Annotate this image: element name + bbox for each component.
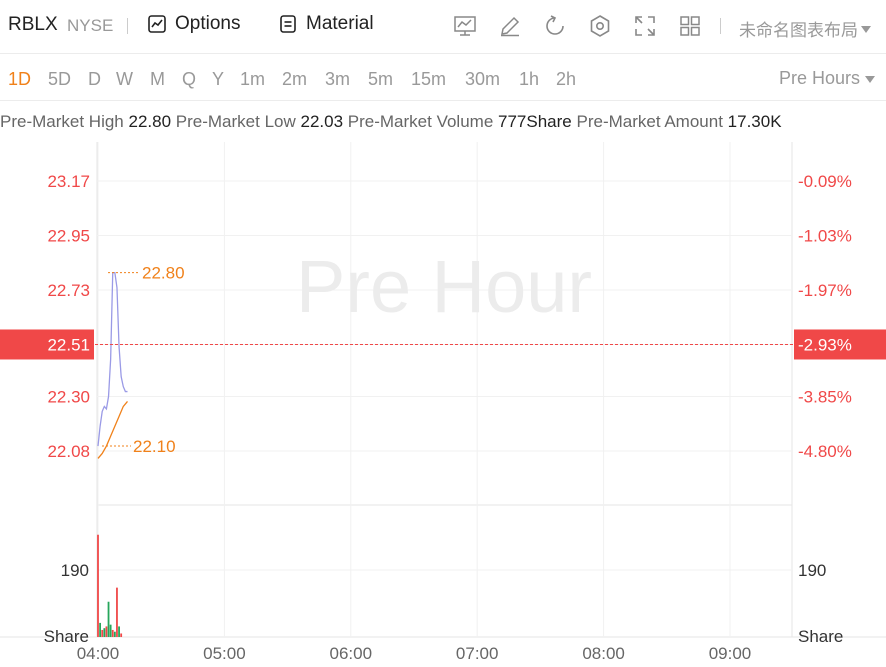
period-3m[interactable]: 3m bbox=[325, 69, 351, 89]
pct-tick-right: -4.80% bbox=[798, 442, 852, 461]
time-tick-label: 09:00 bbox=[709, 644, 752, 663]
options-chart-icon bbox=[148, 15, 166, 33]
period-d[interactable]: D bbox=[88, 69, 101, 89]
low-label: Pre-Market Low bbox=[175, 112, 296, 131]
options-button[interactable]: Options bbox=[147, 13, 240, 35]
price-tick-left: 22.30 bbox=[47, 388, 90, 407]
volume-bar bbox=[109, 624, 112, 637]
volume-bar bbox=[101, 629, 104, 637]
exchange-label: NYSE bbox=[67, 16, 114, 35]
volume-bar bbox=[118, 626, 120, 637]
period-w[interactable]: W bbox=[116, 69, 133, 89]
caret-down-icon bbox=[861, 25, 871, 33]
gear-icon[interactable] bbox=[588, 14, 612, 38]
volume-bar bbox=[97, 534, 99, 637]
period-5m[interactable]: 5m bbox=[368, 69, 394, 89]
volume-bar bbox=[113, 631, 116, 637]
period-1m[interactable]: 1m bbox=[240, 69, 266, 89]
time-tick-label: 06:00 bbox=[330, 644, 373, 663]
pct-tick-right: -3.85% bbox=[798, 388, 852, 407]
toolbar-divider bbox=[127, 18, 128, 34]
volume-bars bbox=[97, 534, 123, 637]
volume-tick-right: 190 bbox=[798, 561, 826, 580]
pct-tick-right: -1.03% bbox=[798, 226, 852, 245]
amount-label: Pre-Market Amount bbox=[576, 112, 723, 131]
average-line bbox=[97, 401, 128, 459]
period-2h[interactable]: 2h bbox=[556, 69, 577, 89]
time-tick-label: 05:00 bbox=[203, 644, 246, 663]
price-tick-left: 22.08 bbox=[47, 442, 90, 461]
options-label: Options bbox=[175, 13, 241, 34]
current-price-label: 22.51 bbox=[47, 335, 90, 354]
period-15m[interactable]: 15m bbox=[411, 69, 447, 89]
volume-unit-right: Share bbox=[798, 627, 843, 646]
volume-unit-left: Share bbox=[44, 627, 89, 646]
volume-bar bbox=[120, 633, 123, 637]
period-y[interactable]: Y bbox=[212, 69, 225, 89]
layout-grid-icon[interactable] bbox=[678, 14, 702, 38]
axis-labels: 23.17 -0.09% 22.95 -1.03% 22.73 -1.97% 22.30 -3… bbox=[0, 172, 886, 663]
pct-tick-right: -1.97% bbox=[798, 281, 852, 300]
high-value: 22.80 bbox=[128, 112, 172, 131]
current-pct-badge bbox=[794, 329, 886, 360]
price-series: 22.80 22.10 bbox=[0, 264, 886, 459]
time-tick-label: 04:00 bbox=[77, 644, 120, 663]
period-1h[interactable]: 1h bbox=[519, 69, 540, 89]
volume-bar bbox=[111, 629, 114, 637]
volume-value: 777Share bbox=[498, 112, 572, 131]
period-1d[interactable]: 1D bbox=[8, 69, 32, 89]
indicator-icon[interactable] bbox=[453, 14, 477, 38]
amount-value: 17.30K bbox=[727, 112, 782, 131]
high-marker-label: 22.80 bbox=[142, 264, 185, 283]
layout-name-label: 未命名图表布局 bbox=[739, 21, 858, 41]
time-tick-label: 07:00 bbox=[456, 644, 499, 663]
price-line bbox=[97, 272, 128, 447]
chart-grid bbox=[0, 142, 886, 638]
refresh-icon[interactable] bbox=[543, 14, 567, 38]
period-selector: 1D 5D D W M Q Y 1m 2m 3m 5m 15m 30m 1h 2h Pre Hours bbox=[0, 55, 886, 101]
premarket-stats: Pre-Market High 22.80 Pre-Market Low 22.… bbox=[0, 112, 886, 132]
price-tick-left: 23.17 bbox=[47, 172, 90, 191]
top-toolbar: RBLX NYSE Options Material 未命名图表布局 bbox=[0, 0, 886, 54]
period-30m[interactable]: 30m bbox=[465, 69, 501, 89]
material-button[interactable]: Material bbox=[278, 13, 374, 35]
price-tick-left: 22.73 bbox=[47, 281, 90, 300]
current-pct-label: -2.93% bbox=[798, 335, 852, 354]
low-marker-label: 22.10 bbox=[133, 437, 176, 456]
price-tick-left: 22.95 bbox=[47, 226, 90, 245]
period-q[interactable]: Q bbox=[182, 69, 197, 89]
time-tick-label: 08:00 bbox=[582, 644, 625, 663]
layout-name-dropdown[interactable]: 未命名图表布局 bbox=[739, 16, 872, 41]
period-m[interactable]: M bbox=[150, 69, 165, 89]
high-label: Pre-Market High bbox=[0, 112, 124, 131]
low-value: 22.03 bbox=[300, 112, 344, 131]
price-chart[interactable]: Pre Hour 22.80 22.10 23.17 -0.09% 22.95 -1.0… bbox=[0, 142, 886, 667]
volume-bar bbox=[103, 628, 106, 637]
current-price-badge bbox=[0, 329, 94, 360]
session-dropdown[interactable]: Pre Hours bbox=[779, 68, 876, 89]
period-5d[interactable]: 5D bbox=[48, 69, 72, 89]
pct-tick-right: -0.09% bbox=[798, 172, 852, 191]
toolbar-divider bbox=[720, 18, 721, 34]
symbol-ticker[interactable]: RBLX bbox=[8, 14, 58, 35]
fullscreen-icon[interactable] bbox=[633, 14, 657, 38]
draw-pencil-icon[interactable] bbox=[498, 14, 522, 38]
volume-bar bbox=[116, 587, 118, 637]
period-2m[interactable]: 2m bbox=[282, 69, 308, 89]
volume-tick-left: 190 bbox=[61, 561, 89, 580]
session-label: Pre Hours bbox=[779, 68, 861, 88]
caret-down-icon bbox=[865, 75, 876, 83]
volume-bar bbox=[99, 622, 102, 637]
volume-bar bbox=[107, 601, 110, 637]
material-label: Material bbox=[306, 13, 374, 34]
material-document-icon bbox=[280, 15, 296, 33]
watermark: Pre Hour bbox=[296, 245, 592, 328]
volume-bar bbox=[105, 626, 108, 637]
volume-label: Pre-Market Volume bbox=[347, 112, 494, 131]
